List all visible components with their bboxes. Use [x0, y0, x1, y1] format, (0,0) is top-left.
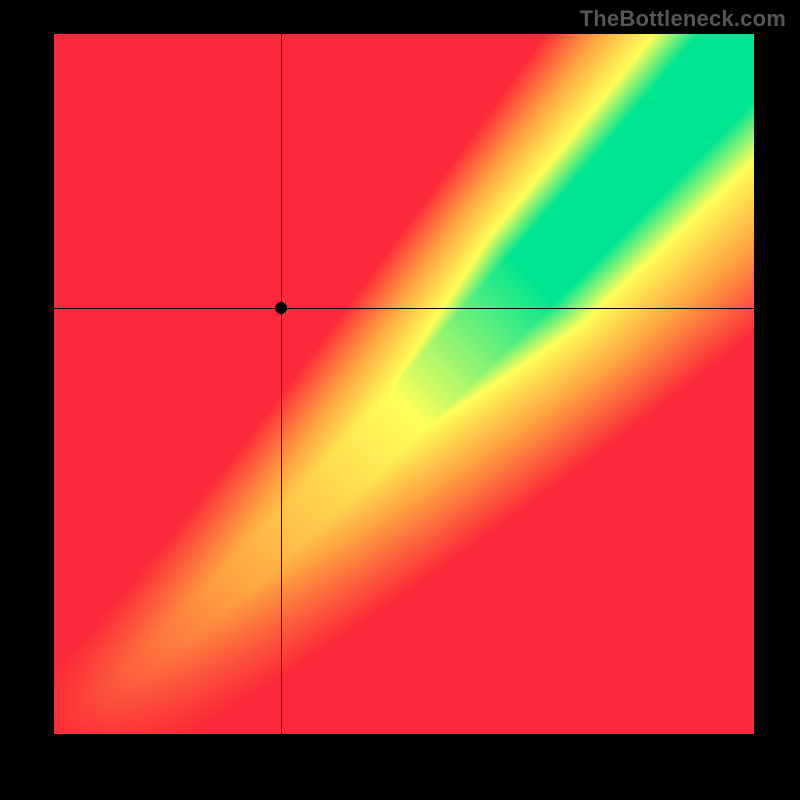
watermark-text: TheBottleneck.com: [580, 6, 786, 32]
chart-container: TheBottleneck.com: [0, 0, 800, 800]
crosshair-vertical: [281, 34, 282, 734]
crosshair-marker: [275, 302, 287, 314]
heatmap-canvas: [54, 34, 754, 734]
plot-frame: [54, 34, 754, 734]
crosshair-horizontal: [54, 308, 754, 309]
